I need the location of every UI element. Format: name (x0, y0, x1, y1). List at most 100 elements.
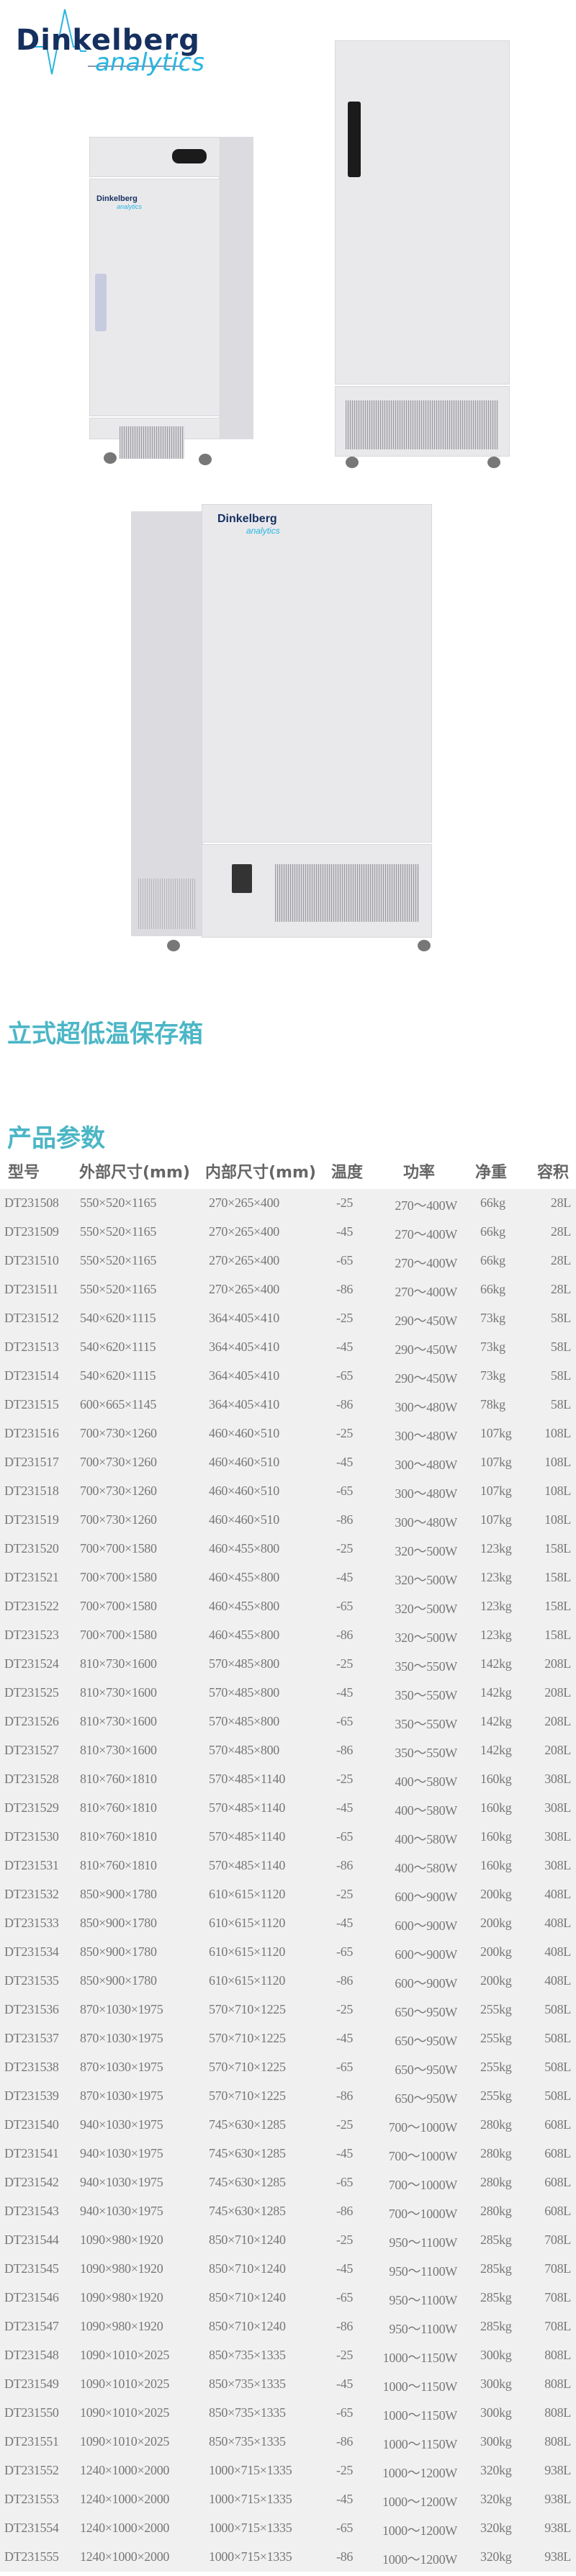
cell-outer-size: 1090×1010×2025 (80, 2434, 170, 2449)
table-row: DT231555 1240×1000×2000 1000×715×1335 -86 10… (0, 2543, 576, 2572)
cell-volume: 308L (544, 1772, 571, 1786)
table-row: DT231550 1090×1010×2025 850×735×1335 -65 100… (0, 2399, 576, 2428)
cell-weight: 255kg (480, 2088, 512, 2103)
cell-volume: 58L (550, 1368, 571, 1383)
cell-temperature: -86 (336, 1628, 354, 1642)
cell-weight: 160kg (480, 1772, 512, 1786)
cell-outer-size: 850×900×1780 (80, 1973, 157, 1988)
cell-model: DT231554 (4, 2521, 59, 2535)
cell-power: 400～580W (395, 1861, 457, 1875)
cell-model: DT231545 (4, 2261, 59, 2276)
cell-weight: 107kg (480, 1512, 512, 1527)
cell-outer-size: 1090×1010×2025 (80, 2348, 170, 2362)
cell-temperature: -25 (336, 2463, 354, 2477)
cell-power: 270～400W (395, 1198, 457, 1213)
cell-model: DT231537 (4, 2031, 59, 2045)
cell-temperature: -45 (336, 2261, 354, 2276)
cell-outer-size: 550×520×1165 (80, 1253, 157, 1267)
cell-power: 270～400W (395, 1285, 457, 1299)
cell-weight: 73kg (480, 1311, 505, 1325)
cell-model: DT231555 (4, 2549, 59, 2564)
cell-inner-size: 610×615×1120 (209, 1887, 286, 1901)
cell-power: 290～450W (395, 1342, 457, 1357)
cell-temperature: -25 (336, 1311, 354, 1325)
cell-temperature: -65 (336, 2521, 354, 2535)
cell-inner-size: 460×460×510 (209, 1426, 280, 1440)
cell-model: DT231549 (4, 2377, 59, 2391)
cell-temperature: -86 (336, 1858, 354, 1872)
cell-weight: 66kg (480, 1224, 505, 1239)
table-row: DT231535 850×900×1780 610×615×1120 -86 600～9… (0, 1967, 576, 1996)
cell-outer-size: 850×900×1780 (80, 1887, 157, 1901)
cell-outer-size: 810×730×1600 (80, 1685, 157, 1700)
cell-volume: 28L (550, 1224, 571, 1239)
cell-model: DT231534 (4, 1944, 59, 1959)
door-handle[interactable] (95, 274, 107, 331)
cell-weight: 123kg (480, 1541, 512, 1556)
cell-model: DT231513 (4, 1339, 59, 1354)
cell-volume: 28L (550, 1195, 571, 1210)
cell-volume: 308L (544, 1858, 571, 1872)
logo-subtext: analytics (95, 48, 204, 77)
cell-model: DT231536 (4, 2002, 59, 2016)
table-row: DT231524 810×730×1600 570×485×800 -25 350～55… (0, 1650, 576, 1679)
table-row: DT231529 810×760×1810 570×485×1140 -45 400～5… (0, 1794, 576, 1823)
table-row: DT231553 1240×1000×2000 1000×715×1335 -45 10… (0, 2485, 576, 2514)
table-row: DT231520 700×700×1580 460×455×800 -25 320～50… (0, 1535, 576, 1563)
cell-outer-size: 810×730×1600 (80, 1714, 157, 1728)
cell-model: DT231544 (4, 2232, 59, 2247)
cell-outer-size: 550×520×1165 (80, 1224, 157, 1239)
cell-power: 320～500W (395, 1573, 457, 1587)
cell-power: 300～480W (395, 1429, 457, 1443)
cell-inner-size: 570×485×800 (209, 1656, 280, 1671)
cell-model: DT231552 (4, 2463, 59, 2477)
cell-temperature: -25 (336, 1772, 354, 1786)
cell-outer-size: 940×1030×1975 (80, 2175, 163, 2189)
cell-weight: 200kg (480, 1973, 512, 1988)
cell-temperature: -45 (336, 2492, 354, 2506)
cell-power: 300～480W (395, 1515, 457, 1530)
table-row: DT231543 940×1030×1975 745×630×1285 -86 700～… (0, 2197, 576, 2226)
cell-temperature: -25 (336, 1541, 354, 1556)
cell-inner-size: 570×485×1140 (209, 1772, 286, 1786)
cell-model: DT231535 (4, 1973, 59, 1988)
table-row: DT231530 810×760×1810 570×485×1140 -65 400～5… (0, 1823, 576, 1852)
cell-temperature: -65 (336, 1714, 354, 1728)
cell-volume: 108L (544, 1512, 571, 1527)
cell-model: DT231542 (4, 2175, 59, 2189)
cell-model: DT231530 (4, 1829, 59, 1844)
cell-weight: 123kg (480, 1628, 512, 1642)
cell-volume: 808L (544, 2348, 571, 2362)
cell-power: 1000～1150W (382, 2379, 458, 2394)
cell-temperature: -25 (336, 1195, 354, 1210)
cell-volume: 408L (544, 1887, 571, 1901)
cell-weight: 200kg (480, 1887, 512, 1901)
cell-volume: 158L (544, 1541, 571, 1556)
caster-wheel (167, 940, 180, 951)
table-row: DT231508 550×520×1165 270×265×400 -25 270～40… (0, 1189, 576, 1218)
cell-power: 300～480W (395, 1486, 457, 1501)
cell-model: DT231548 (4, 2348, 59, 2362)
table-row: DT231532 850×900×1780 610×615×1120 -25 600～9… (0, 1880, 576, 1909)
cell-weight: 255kg (480, 2002, 512, 2016)
cell-power: 270～400W (395, 1256, 457, 1270)
cell-power: 400～580W (395, 1774, 457, 1789)
door-logo: Dinkelberg analytics (217, 513, 280, 536)
cell-volume: 508L (544, 2002, 571, 2016)
table-row: DT231525 810×730×1600 570×485×800 -45 350～55… (0, 1679, 576, 1707)
door-logo: Dinkelberg analytics (96, 194, 143, 210)
cell-volume: 208L (544, 1714, 571, 1728)
cell-volume: 808L (544, 2405, 571, 2420)
cell-model: DT231526 (4, 1714, 59, 1728)
cell-outer-size: 940×1030×1975 (80, 2117, 163, 2132)
cell-temperature: -65 (336, 1599, 354, 1613)
cell-model: DT231533 (4, 1916, 59, 1930)
cell-volume: 508L (544, 2088, 571, 2103)
door-handle[interactable] (348, 102, 361, 177)
cell-temperature: -86 (336, 1512, 354, 1527)
cell-outer-size: 540×620×1115 (80, 1311, 156, 1325)
cell-volume: 808L (544, 2434, 571, 2449)
cell-outer-size: 810×730×1600 (80, 1743, 157, 1757)
cell-power: 650～950W (395, 2005, 457, 2019)
table-row: DT231547 1090×980×1920 850×710×1240 -86 950～… (0, 2312, 576, 2341)
